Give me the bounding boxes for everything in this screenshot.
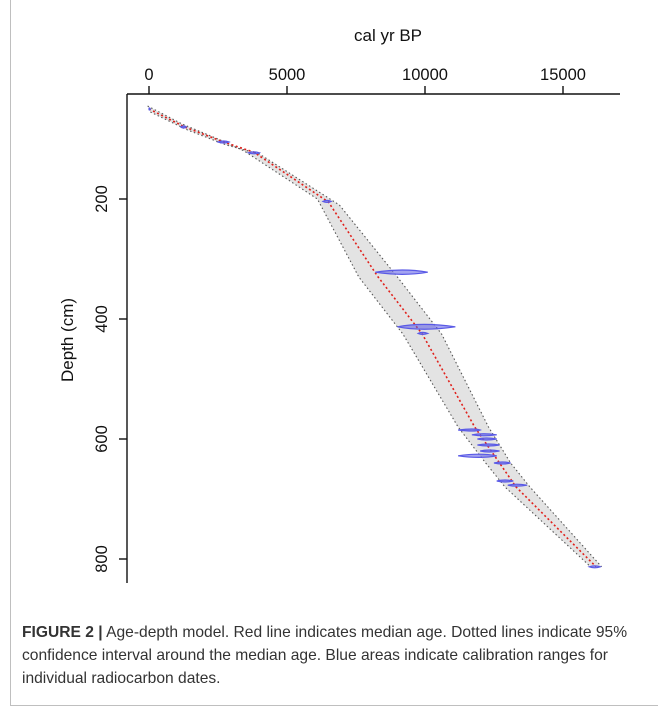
x-ticks: 0 5000 10000 15000 (144, 66, 586, 94)
calibration-range (179, 125, 188, 129)
axes (126, 93, 620, 583)
calibration-range (507, 483, 528, 487)
calibration-ranges (148, 107, 603, 569)
calibration-range (375, 269, 428, 275)
x-axis-label: cal yr BP (354, 26, 422, 45)
calibration-range (216, 140, 231, 144)
x-tick-label: 5000 (269, 66, 306, 84)
calibration-range (416, 331, 430, 335)
confidence-lower-line (147, 105, 591, 568)
median-line (148, 108, 597, 568)
figure-frame (10, 0, 658, 706)
calibration-range (471, 433, 497, 437)
calibration-range (477, 437, 497, 441)
calibration-range (493, 461, 511, 465)
y-tick-label: 200 (93, 185, 111, 213)
calibration-range (148, 107, 152, 111)
caption-text: Age-depth model. Red line indicates medi… (22, 624, 628, 687)
calibration-range (477, 443, 500, 447)
median-line-group (148, 108, 597, 568)
calibration-range (587, 565, 603, 569)
calibration-range (458, 453, 497, 459)
y-ticks: 200 400 600 800 (93, 185, 127, 573)
confidence-upper-line (150, 111, 603, 568)
y-tick-label: 400 (93, 305, 111, 333)
figure-caption: FIGURE 2 | Age-depth model. Red line ind… (22, 621, 642, 690)
y-tick-label: 600 (93, 425, 111, 453)
calibration-range (397, 323, 456, 330)
y-axis-label: Depth (cm) (58, 298, 77, 382)
calibration-range (480, 449, 500, 453)
confidence-fill (147, 106, 602, 567)
figure-label: FIGURE 2 | (22, 624, 103, 641)
calibration-range (458, 428, 482, 432)
calibration-range (246, 151, 262, 155)
x-tick-label: 0 (144, 66, 153, 84)
x-tick-label: 15000 (540, 66, 586, 84)
x-tick-label: 10000 (402, 66, 448, 84)
calibration-range (321, 199, 333, 203)
confidence-band (147, 105, 603, 568)
calibration-range (496, 479, 514, 483)
age-depth-chart: 0 5000 10000 15000 200 400 600 800 cal yr BP D… (58, 26, 620, 583)
y-tick-label: 800 (93, 545, 111, 573)
